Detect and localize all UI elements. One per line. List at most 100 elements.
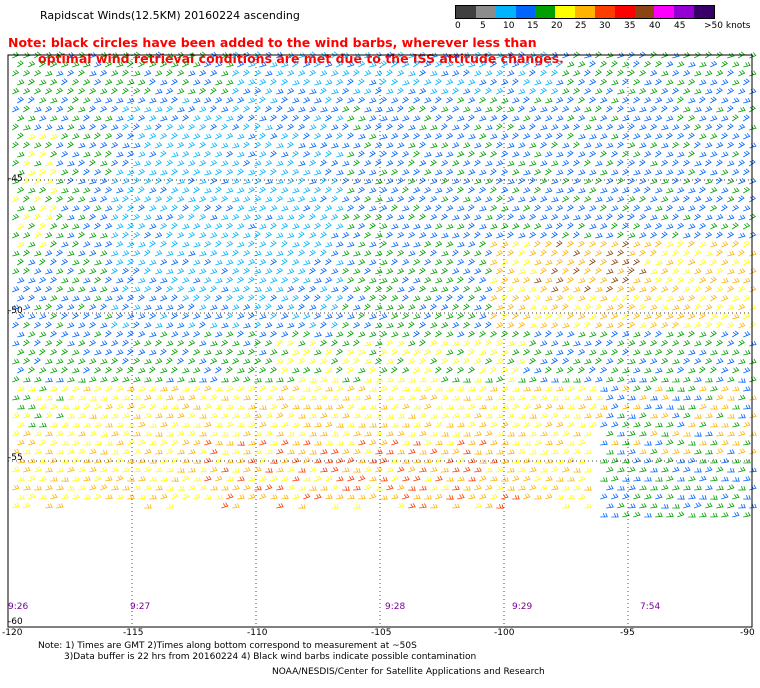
wind-barb (380, 186, 388, 194)
wind-barb (672, 378, 680, 383)
wind-barb (221, 304, 229, 311)
wind-barb (166, 322, 174, 329)
wind-barb (716, 214, 724, 221)
wind-barb (34, 268, 42, 275)
wind-barb (672, 105, 680, 113)
wind-barb (188, 88, 196, 95)
wind-barb (28, 386, 36, 392)
wind-barb (419, 87, 427, 95)
wind-barb (237, 258, 245, 266)
wind-barb (342, 486, 350, 491)
wind-barb (606, 485, 614, 491)
wind-barb (199, 304, 207, 311)
wind-barb (595, 232, 603, 239)
wind-barb (424, 133, 432, 140)
wind-barb (259, 241, 267, 248)
wind-barb (694, 321, 702, 329)
wind-barb (309, 339, 317, 347)
wind-barb (606, 232, 614, 239)
wind-barb (611, 97, 619, 104)
wind-barb (237, 133, 245, 140)
wind-barb (732, 61, 740, 68)
wind-barb (248, 151, 256, 158)
wind-barb (133, 70, 141, 77)
wind-barb (716, 412, 724, 419)
wind-barb (666, 97, 674, 104)
wind-barb (545, 440, 553, 446)
wind-barb (160, 240, 167, 248)
wind-barb (155, 70, 163, 77)
wind-barb (243, 466, 251, 473)
wind-barb (666, 439, 674, 446)
wind-barb (407, 321, 415, 329)
wind-barb (199, 268, 207, 275)
wind-barb (677, 439, 685, 446)
wind-barb (556, 294, 564, 302)
wind-barb (512, 421, 520, 428)
wind-barb (188, 286, 196, 293)
wind-barb (386, 268, 394, 275)
wind-barb (204, 133, 212, 140)
wind-barb (677, 205, 685, 212)
wind-barb (562, 195, 570, 203)
wind-barb (467, 222, 475, 230)
wind-barb (303, 205, 311, 212)
wind-barb (683, 466, 691, 473)
wind-barb (177, 285, 185, 293)
wind-barb (94, 115, 102, 122)
wind-barb (738, 178, 746, 185)
wind-barb (567, 441, 575, 446)
wind-barb (50, 457, 58, 464)
wind-barb (578, 313, 586, 320)
wind-barb (666, 61, 674, 68)
credit-line: NOAA/NESDIS/Center for Satellite Applica… (272, 667, 545, 677)
wind-barb (72, 422, 80, 428)
wind-barb (199, 448, 207, 455)
wind-barb (534, 313, 542, 320)
wind-barb (254, 485, 262, 491)
wind-barb (243, 412, 251, 419)
wind-barb (578, 439, 586, 446)
wind-barb (254, 214, 262, 221)
wind-barb (347, 313, 355, 320)
wind-barb (221, 214, 229, 221)
wind-barb (446, 495, 454, 500)
wind-barb (138, 494, 146, 500)
wind-barb (573, 304, 581, 311)
wind-barb (287, 232, 295, 239)
wind-barb (534, 277, 542, 284)
wind-barb (496, 87, 504, 95)
wind-barb (287, 484, 295, 491)
wind-barb (210, 304, 218, 311)
wind-barb (621, 78, 629, 86)
wind-barb (463, 285, 471, 293)
wind-barb (540, 178, 548, 185)
wind-barb (94, 331, 102, 338)
wind-barb (243, 285, 250, 293)
wind-barb (199, 178, 207, 185)
wind-barb (512, 387, 520, 392)
wind-barb (699, 349, 707, 356)
wind-barb (177, 178, 185, 185)
wind-barb (715, 177, 723, 185)
wind-barb (435, 405, 443, 410)
wind-barb (545, 476, 553, 482)
wind-barb (419, 485, 427, 491)
wind-barb (501, 150, 509, 158)
wind-barb (12, 304, 20, 311)
wind-barb (518, 268, 526, 275)
wind-barb (248, 223, 256, 230)
wind-barb (418, 339, 426, 347)
wind-barb (325, 313, 333, 320)
wind-barb (632, 60, 640, 68)
wind-barb (265, 88, 273, 95)
wind-barb (600, 169, 608, 176)
wind-barb (573, 249, 581, 257)
wind-barb (705, 231, 713, 239)
wind-barb (639, 232, 647, 239)
wind-barb (716, 339, 723, 347)
wind-barb (149, 476, 157, 482)
wind-barb (688, 168, 696, 176)
wind-barb (353, 376, 361, 383)
wind-barb (485, 449, 493, 455)
